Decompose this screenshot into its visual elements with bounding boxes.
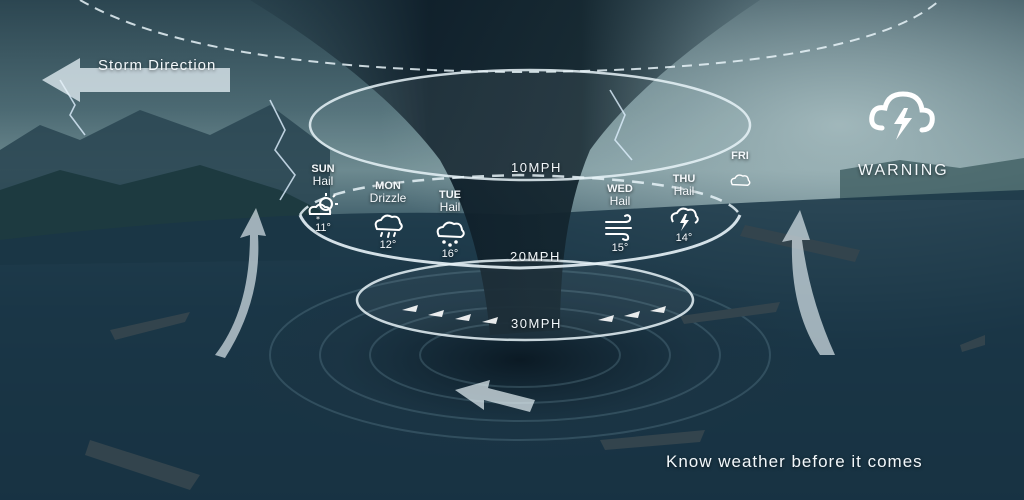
day-condition: Hail [673,184,695,198]
storm-direction-label: Storm Direction [98,57,217,74]
drizzle-cloud-icon [374,214,403,238]
thunder-cloud-icon [670,207,699,231]
forecast-day-thu: THU Hail 14° [660,173,708,244]
speed-label-20mph: 20MPH [510,249,561,264]
day-name: MON [375,180,401,192]
day-condition: Drizzle [369,191,407,205]
forecast-day-mon: MON Drizzle 12° [364,180,412,251]
storm-direction-arrow [42,58,230,102]
day-temp: 11° [315,222,331,234]
day-name: WED [607,183,633,195]
forecast-day-fri: FRI [728,150,752,196]
inflow-arrow [455,380,535,412]
speed-label-30mph: 30MPH [511,316,562,331]
sun-snow-icon: * [308,193,338,222]
ring-10mph [308,68,752,182]
wind-icon [605,214,632,241]
day-temp: 14° [675,232,693,244]
day-name: THU [672,173,696,185]
day-condition: Hail [609,194,631,208]
forecast-day-wed: WED Hail 15° [596,183,644,254]
speed-label-10mph: 10MPH [511,160,562,175]
day-condition: Hail [439,200,461,214]
wind-chevrons [402,305,666,324]
tagline: Know weather before it comes [666,452,923,471]
lightning-cloud-icon [869,91,935,140]
day-temp: 12° [379,239,397,251]
day-condition: Hail [312,174,334,188]
right-updraft-arrow [782,210,835,355]
left-updraft-arrow [215,208,266,358]
outer-dashed-ring [79,0,941,74]
day-temp: 16° [441,248,459,260]
day-temp: 15° [611,242,629,254]
forecast-day-tue: TUE Hail 16° [426,189,474,260]
cloud-icon [730,174,751,186]
day-name: FRI [731,150,749,162]
ring-20mph-top [298,173,742,216]
day-name: TUE [439,189,461,201]
hail-cloud-icon [436,221,465,247]
warning-label: WARNING [858,162,949,179]
ring-20mph-bottom [298,214,742,270]
forecast-day-sun: SUN Hail * 11° [300,163,346,234]
day-name: SUN [311,163,335,175]
svg-text:*: * [316,215,320,222]
